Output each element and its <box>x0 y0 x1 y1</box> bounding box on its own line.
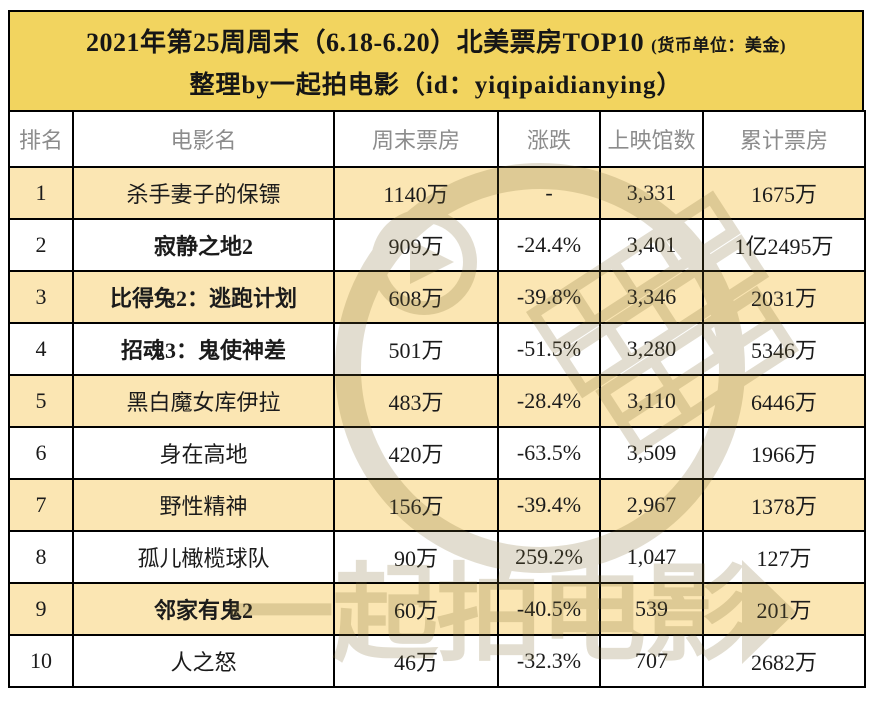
table-row: 5 黑白魔女库伊拉 483万 -28.4% 3,110 6446万 <box>8 374 866 428</box>
table-row: 1 杀手妻子的保镖 1140万 -3,331 1675万 <box>8 166 866 220</box>
rank-cell: 8 <box>8 530 74 584</box>
cumulative-gross-cell: 6446万 <box>702 374 866 428</box>
weekend-gross-cell: 156万 <box>333 478 499 532</box>
cumulative-gross-cell: 1378万 <box>702 478 866 532</box>
table-row: 6 身在高地 420万 -63.5% 3,509 1966万 <box>8 426 866 480</box>
column-header-theaters: 上映馆数 <box>599 110 704 168</box>
movie-title-cell: 寂静之地2 <box>72 218 335 272</box>
change-cell: -63.5% <box>497 426 601 480</box>
movie-title-cell: 黑白魔女库伊拉 <box>72 374 335 428</box>
table-row: 9 邻家有鬼2 60万 -40.5% 539 201万 <box>8 582 866 636</box>
cumulative-gross-cell: 1966万 <box>702 426 866 480</box>
column-header-rank: 排名 <box>8 110 74 168</box>
table-row: 7 野性精神 156万 -39.4% 2,967 1378万 <box>8 478 866 532</box>
column-header-change: 涨跌 <box>497 110 601 168</box>
weekend-gross-cell: 46万 <box>333 634 499 688</box>
change-cell: -32.3% <box>497 634 601 688</box>
cumulative-gross-cell: 127万 <box>702 530 866 584</box>
rank-cell: 7 <box>8 478 74 532</box>
rank-cell: 3 <box>8 270 74 324</box>
change-cell: -39.4% <box>497 478 601 532</box>
table-row: 4 招魂3：鬼使神差 501万 -51.5% 3,280 5346万 <box>8 322 866 376</box>
weekend-gross-cell: 60万 <box>333 582 499 636</box>
change-cell: - <box>497 166 601 220</box>
title-row: 2021年第25周周末（6.18-6.20）北美票房TOP10 (货币单位：美金… <box>86 22 786 59</box>
change-cell: -51.5% <box>497 322 601 376</box>
change-cell: -39.8% <box>497 270 601 324</box>
currency-note: (货币单位：美金) <box>651 35 786 55</box>
rank-cell: 6 <box>8 426 74 480</box>
movie-title-cell: 孤儿橄榄球队 <box>72 530 335 584</box>
box-office-table: 排名 电影名 周末票房 涨跌 上映馆数 累计票房 1 杀手妻子的保镖 1140万 -3… <box>8 110 866 688</box>
cumulative-gross-cell: 2031万 <box>702 270 866 324</box>
rank-cell: 1 <box>8 166 74 220</box>
movie-title-cell: 比得兔2：逃跑计划 <box>72 270 335 324</box>
theater-count-cell: 1,047 <box>599 530 704 584</box>
rank-cell: 5 <box>8 374 74 428</box>
theater-count-cell: 3,331 <box>599 166 704 220</box>
theater-count-cell: 3,401 <box>599 218 704 272</box>
table-row: 10 人之怒 46万 -32.3% 707 2682万 <box>8 634 866 688</box>
weekend-gross-cell: 420万 <box>333 426 499 480</box>
weekend-gross-cell: 501万 <box>333 322 499 376</box>
theater-count-cell: 539 <box>599 582 704 636</box>
change-cell: -28.4% <box>497 374 601 428</box>
rank-cell: 2 <box>8 218 74 272</box>
weekend-gross-cell: 483万 <box>333 374 499 428</box>
cumulative-gross-cell: 201万 <box>702 582 866 636</box>
weekend-gross-cell: 1140万 <box>333 166 499 220</box>
column-header-total: 累计票房 <box>702 110 866 168</box>
rank-cell: 9 <box>8 582 74 636</box>
theater-count-cell: 3,346 <box>599 270 704 324</box>
weekend-gross-cell: 909万 <box>333 218 499 272</box>
rank-cell: 10 <box>8 634 74 688</box>
movie-title-cell: 身在高地 <box>72 426 335 480</box>
column-header-movie: 电影名 <box>72 110 335 168</box>
cumulative-gross-cell: 1675万 <box>702 166 866 220</box>
movie-title-cell: 邻家有鬼2 <box>72 582 335 636</box>
weekend-gross-cell: 608万 <box>333 270 499 324</box>
table-header-row: 排名 电影名 周末票房 涨跌 上映馆数 累计票房 <box>8 110 866 168</box>
movie-title-cell: 杀手妻子的保镖 <box>72 166 335 220</box>
table-row: 3 比得兔2：逃跑计划 608万 -39.8% 3,346 2031万 <box>8 270 866 324</box>
column-header-weekend: 周末票房 <box>333 110 499 168</box>
cumulative-gross-cell: 2682万 <box>702 634 866 688</box>
rank-cell: 4 <box>8 322 74 376</box>
movie-title-cell: 人之怒 <box>72 634 335 688</box>
cumulative-gross-cell: 1亿2495万 <box>702 218 866 272</box>
theater-count-cell: 2,967 <box>599 478 704 532</box>
table-row: 8 孤儿橄榄球队 90万 259.2% 1,047 127万 <box>8 530 866 584</box>
change-cell: -24.4% <box>497 218 601 272</box>
weekend-gross-cell: 90万 <box>333 530 499 584</box>
table-row: 2 寂静之地2 909万 -24.4% 3,401 1亿2495万 <box>8 218 866 272</box>
theater-count-cell: 3,509 <box>599 426 704 480</box>
cumulative-gross-cell: 5346万 <box>702 322 866 376</box>
page-title: 2021年第25周周末（6.18-6.20）北美票房TOP10 <box>86 27 645 57</box>
page-subtitle: 整理by一起拍电影（id：yiqipaidianying） <box>189 71 683 99</box>
theater-count-cell: 3,110 <box>599 374 704 428</box>
movie-title-cell: 招魂3：鬼使神差 <box>72 322 335 376</box>
change-cell: 259.2% <box>497 530 601 584</box>
title-banner: 2021年第25周周末（6.18-6.20）北美票房TOP10 (货币单位：美金… <box>8 10 864 112</box>
theater-count-cell: 707 <box>599 634 704 688</box>
movie-title-cell: 野性精神 <box>72 478 335 532</box>
change-cell: -40.5% <box>497 582 601 636</box>
theater-count-cell: 3,280 <box>599 322 704 376</box>
